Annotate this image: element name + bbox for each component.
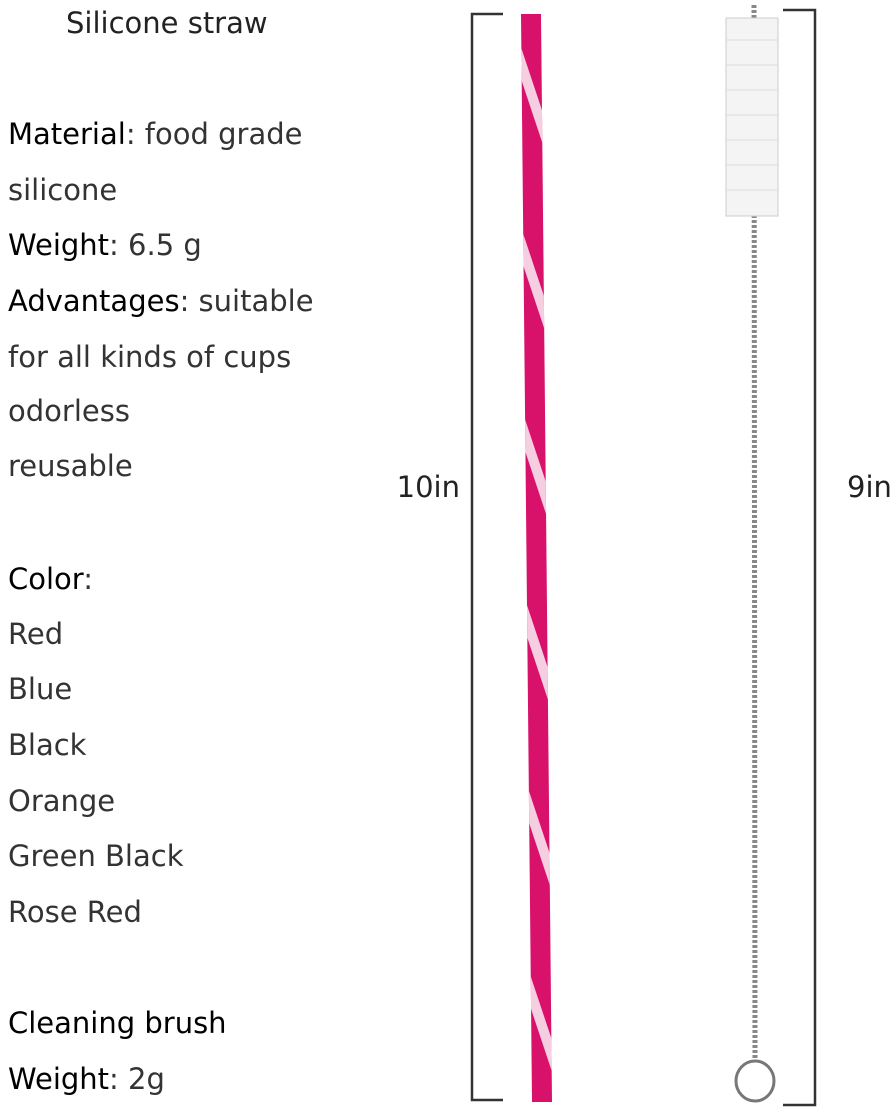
spec-label: Weight — [8, 228, 110, 262]
spec-weight: Weight: 6.5 g — [8, 218, 202, 274]
spec-value: : food grade silicone — [8, 117, 303, 207]
spec-advantages: Advantages: suitable for all kinds of cu… — [8, 274, 353, 385]
color-option: Blue — [8, 672, 73, 706]
color-option: Green Black — [8, 839, 184, 873]
color-option: Red — [8, 617, 64, 651]
spec-color: Color: — [8, 552, 93, 608]
spec-value: : 6.5 g — [109, 228, 202, 262]
advantage-item: odorless — [8, 394, 130, 428]
brush-title: Cleaning brush — [8, 1006, 227, 1040]
straw — [521, 14, 552, 1102]
spec-label: Advantages — [8, 284, 180, 318]
spec-value: : 2g — [109, 1062, 165, 1096]
spec-material: Material: food grade silicone — [8, 107, 343, 218]
brush-weight: Weight: 2g — [8, 1052, 165, 1108]
spec-label: Material — [8, 117, 126, 151]
brush — [725, 4, 779, 1103]
spec-value: : — [83, 562, 93, 596]
bracket — [783, 8, 817, 1107]
spec-label: Color — [8, 562, 84, 596]
color-option: Black — [8, 728, 87, 762]
spec-value: : suitable for all kinds of cups — [8, 284, 314, 374]
color-option: Rose Red — [8, 895, 142, 929]
advantage-item: reusable — [8, 449, 133, 483]
brush-length: 9in — [847, 470, 892, 504]
spec-label: Weight — [8, 1062, 110, 1096]
straw-length: 10in — [397, 470, 460, 504]
title: Silicone straw — [66, 6, 268, 40]
color-option: Orange — [8, 784, 116, 818]
bracket — [470, 12, 503, 1102]
